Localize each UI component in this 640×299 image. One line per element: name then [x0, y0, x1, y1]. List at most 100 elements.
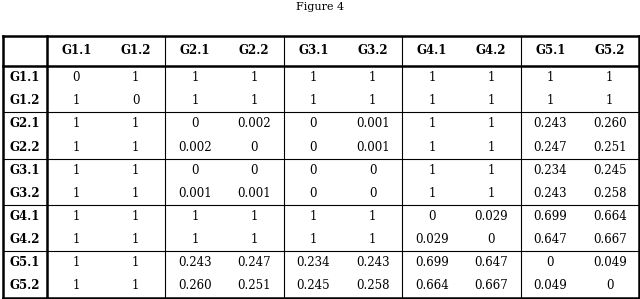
Text: 0: 0 [132, 94, 140, 107]
Text: 0.251: 0.251 [237, 280, 271, 292]
Text: G1.2: G1.2 [120, 45, 151, 57]
Text: 0.664: 0.664 [593, 210, 627, 223]
Text: 1: 1 [369, 233, 376, 246]
Text: 1: 1 [310, 94, 317, 107]
Text: 0.667: 0.667 [593, 233, 627, 246]
Text: G3.2: G3.2 [357, 45, 388, 57]
Text: 1: 1 [428, 71, 436, 84]
Text: 0: 0 [191, 117, 198, 130]
Text: G3.2: G3.2 [10, 187, 40, 200]
Text: 1: 1 [428, 94, 436, 107]
Text: 1: 1 [73, 233, 80, 246]
Text: 1: 1 [191, 233, 198, 246]
Text: 0.243: 0.243 [178, 256, 212, 269]
Text: 1: 1 [369, 210, 376, 223]
Text: G5.2: G5.2 [10, 280, 40, 292]
Text: G5.1: G5.1 [10, 256, 40, 269]
Text: 0.243: 0.243 [534, 187, 567, 200]
Text: 1: 1 [73, 141, 80, 153]
Text: 0.245: 0.245 [593, 164, 627, 177]
Text: 1: 1 [132, 256, 140, 269]
Text: 0.049: 0.049 [534, 280, 567, 292]
Text: 1: 1 [606, 71, 613, 84]
Text: 0: 0 [310, 141, 317, 153]
Text: 1: 1 [488, 187, 495, 200]
Text: 1: 1 [250, 210, 258, 223]
Text: G2.2: G2.2 [239, 45, 269, 57]
Text: 0.251: 0.251 [593, 141, 627, 153]
Text: 1: 1 [73, 164, 80, 177]
Text: 0.029: 0.029 [415, 233, 449, 246]
Text: 0.699: 0.699 [415, 256, 449, 269]
Text: 1: 1 [310, 210, 317, 223]
Text: 0: 0 [488, 233, 495, 246]
Text: 1: 1 [310, 233, 317, 246]
Text: 0.647: 0.647 [534, 233, 567, 246]
Text: 0.699: 0.699 [534, 210, 567, 223]
Text: G2.2: G2.2 [10, 141, 40, 153]
Text: 1: 1 [488, 117, 495, 130]
Text: 0.234: 0.234 [534, 164, 567, 177]
Text: 1: 1 [547, 71, 554, 84]
Text: 1: 1 [428, 141, 436, 153]
Text: 0.664: 0.664 [415, 280, 449, 292]
Text: 1: 1 [191, 71, 198, 84]
Text: 0: 0 [191, 164, 198, 177]
Text: 0.243: 0.243 [356, 256, 390, 269]
Text: 1: 1 [132, 187, 140, 200]
Text: 1: 1 [250, 71, 258, 84]
Text: 0.001: 0.001 [356, 117, 390, 130]
Text: 0.258: 0.258 [593, 187, 627, 200]
Text: 1: 1 [547, 94, 554, 107]
Text: 1: 1 [369, 71, 376, 84]
Text: 1: 1 [488, 141, 495, 153]
Text: 1: 1 [369, 94, 376, 107]
Text: 0: 0 [72, 71, 80, 84]
Text: G3.1: G3.1 [298, 45, 329, 57]
Text: 1: 1 [428, 117, 436, 130]
Text: G1.2: G1.2 [10, 94, 40, 107]
Text: 1: 1 [606, 94, 613, 107]
Text: 0: 0 [606, 280, 614, 292]
Text: 1: 1 [132, 233, 140, 246]
Text: G5.1: G5.1 [535, 45, 566, 57]
Text: 0.260: 0.260 [593, 117, 627, 130]
Text: 0.247: 0.247 [534, 141, 567, 153]
Text: G4.1: G4.1 [10, 210, 40, 223]
Text: 1: 1 [73, 256, 80, 269]
Text: 0: 0 [250, 141, 258, 153]
Text: 1: 1 [132, 164, 140, 177]
Text: 0.260: 0.260 [178, 280, 212, 292]
Text: 0.258: 0.258 [356, 280, 389, 292]
Text: 1: 1 [250, 233, 258, 246]
Text: 0.647: 0.647 [474, 256, 508, 269]
Text: 1: 1 [191, 94, 198, 107]
Text: G1.1: G1.1 [61, 45, 92, 57]
Text: 0: 0 [310, 164, 317, 177]
Text: 0: 0 [310, 117, 317, 130]
Text: 1: 1 [132, 280, 140, 292]
Text: 0: 0 [250, 164, 258, 177]
Text: G2.1: G2.1 [10, 117, 40, 130]
Text: 1: 1 [132, 71, 140, 84]
Text: 0: 0 [369, 164, 376, 177]
Text: 0.001: 0.001 [178, 187, 212, 200]
Text: 1: 1 [488, 71, 495, 84]
Text: 0.247: 0.247 [237, 256, 271, 269]
Text: 0.245: 0.245 [296, 280, 330, 292]
Text: 0.001: 0.001 [237, 187, 271, 200]
Text: G3.1: G3.1 [10, 164, 40, 177]
Text: G2.1: G2.1 [180, 45, 210, 57]
Text: G4.1: G4.1 [417, 45, 447, 57]
Text: 0: 0 [310, 187, 317, 200]
Text: G1.1: G1.1 [10, 71, 40, 84]
Text: 1: 1 [73, 280, 80, 292]
Text: 1: 1 [488, 94, 495, 107]
Text: 0: 0 [428, 210, 436, 223]
Text: 1: 1 [132, 117, 140, 130]
Text: G4.2: G4.2 [10, 233, 40, 246]
Text: 0: 0 [369, 187, 376, 200]
Text: 0.243: 0.243 [534, 117, 567, 130]
Text: 1: 1 [73, 94, 80, 107]
Text: 1: 1 [250, 94, 258, 107]
